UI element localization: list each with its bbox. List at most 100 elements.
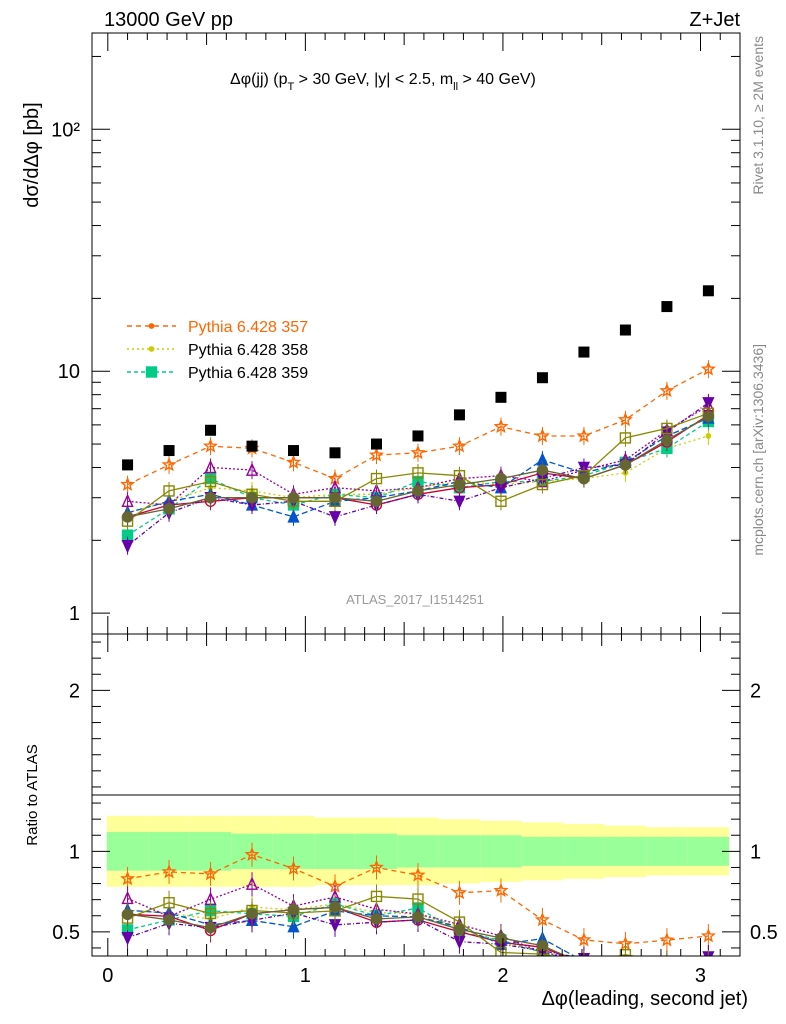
ratio-point-3: [579, 959, 589, 969]
ratio-point-4: [582, 953, 585, 956]
plot-title: Δφ(jj) (pT > 30 GeV, |y| < 2.5, mll > 40…: [230, 71, 536, 93]
ratio-point-4: [620, 961, 630, 972]
process-label: Z+Jet: [689, 9, 740, 31]
series-point-8: [204, 492, 217, 504]
ratio-point-0: [285, 860, 302, 875]
series-point-8: [495, 472, 507, 485]
main-y-tick-label: 10: [58, 361, 80, 383]
ratio-y-tick-label: 1: [69, 841, 80, 863]
legend: Pythia 6.428 357 Pythia 6.428 358 Pythia 6…: [127, 319, 308, 382]
ratio-point-1: [582, 962, 586, 966]
rivet-version-label: Rivet 3.1.10, ≥ 2M events: [750, 36, 766, 195]
ratio-point-8: [163, 914, 175, 926]
ratio-point-8: [495, 932, 507, 944]
ratio-point-2: [620, 962, 630, 972]
series-point-8: [246, 492, 258, 504]
atlas-data-points: [122, 285, 714, 471]
ratio-point-0: [451, 884, 468, 900]
ratio-point-1: [623, 969, 627, 973]
ratio-point-0: [576, 932, 592, 947]
ratio-point-1: [706, 970, 710, 974]
series-point-0: [493, 418, 509, 434]
series-point-8: [163, 503, 175, 515]
data-point: [205, 424, 217, 436]
ratio-point-0: [493, 882, 509, 897]
main-y-tick-label: 10²: [51, 119, 80, 141]
ratio-panel-series: [120, 842, 716, 974]
ratio-point-0: [202, 866, 219, 881]
ratio-y-tick-label-right: 2: [750, 680, 761, 702]
ratio-point-0: [120, 870, 136, 886]
series-point-0: [451, 438, 468, 453]
series-point-0: [202, 438, 219, 453]
ratio-point-8: [412, 911, 424, 923]
ratio-point-3: [662, 963, 672, 973]
legend-label: Pythia 6.428 359: [188, 365, 308, 382]
series-point-0: [534, 428, 550, 443]
series-point-6: [328, 511, 342, 525]
legend-marker: [148, 323, 155, 329]
ratio-point-3: [620, 963, 630, 973]
ratio-point-5: [620, 960, 630, 971]
series-point-0: [161, 457, 177, 472]
x-tick-label: 2: [497, 965, 508, 987]
series-point-8: [536, 464, 549, 476]
ratio-point-5: [245, 876, 259, 890]
ratio-point-8: [620, 963, 630, 973]
series-point-7: [204, 475, 217, 488]
ratio-point-5: [666, 955, 668, 956]
ratio-point-2: [579, 958, 589, 968]
ratio-point-7: [619, 948, 632, 956]
ratio-point-8: [453, 923, 466, 936]
ratio-point-4: [662, 959, 672, 970]
ratio-point-0: [369, 859, 384, 874]
ratio-point-7: [579, 958, 589, 968]
inner-band-bin: [604, 836, 647, 866]
ratio-point-0: [161, 864, 177, 879]
ratio-y-axis-label: Ratio to ATLAS: [24, 744, 41, 845]
ratio-point-0: [534, 912, 550, 927]
ratio-point-6: [662, 959, 672, 970]
series-point-7: [536, 478, 549, 491]
data-point: [288, 445, 300, 457]
series-point-0: [659, 382, 675, 398]
mcplots-source-label: mcplots.cern.ch [arXiv:1306.3436]: [750, 344, 766, 556]
data-point: [495, 391, 507, 403]
ratio-point-7: [163, 897, 175, 909]
inner-band-bin: [480, 835, 522, 868]
series-point-0: [410, 444, 426, 460]
ratio-line-6: [127, 912, 574, 956]
series-point-8: [702, 410, 715, 423]
inner-band-bin: [646, 836, 688, 866]
ratio-point-8: [287, 903, 300, 916]
ratio-y-tick-label-right: 0.5: [750, 922, 778, 944]
series-point-1: [705, 433, 712, 439]
data-point: [329, 447, 341, 459]
series-point-8: [370, 495, 383, 507]
ratio-point-8: [204, 921, 217, 934]
series-point-8: [412, 485, 424, 497]
ratio-point-0: [410, 867, 426, 882]
data-point: [453, 409, 465, 421]
ratio-point-8: [662, 962, 672, 972]
series-point-6: [453, 495, 466, 509]
inner-band-bin: [106, 832, 149, 871]
x-axis-label: Δφ(leading, second jet): [542, 988, 748, 1010]
ratio-point-0: [659, 932, 675, 947]
data-point: [122, 459, 134, 471]
series-line-6: [127, 402, 709, 547]
main-panel-series: [120, 360, 716, 555]
data-point: [661, 301, 673, 313]
ratio-point-1: [665, 968, 669, 972]
ratio-point-0: [700, 928, 716, 943]
ratio-point-6: [620, 963, 630, 974]
inner-band-bin: [314, 833, 356, 870]
legend-label: Pythia 6.428 357: [188, 319, 308, 336]
series-point-8: [578, 472, 590, 485]
series-point-7: [412, 467, 424, 479]
series-point-0: [368, 447, 385, 462]
series-point-7: [619, 432, 632, 444]
inner-band-bin: [438, 835, 481, 868]
ratio-point-0: [244, 846, 260, 862]
